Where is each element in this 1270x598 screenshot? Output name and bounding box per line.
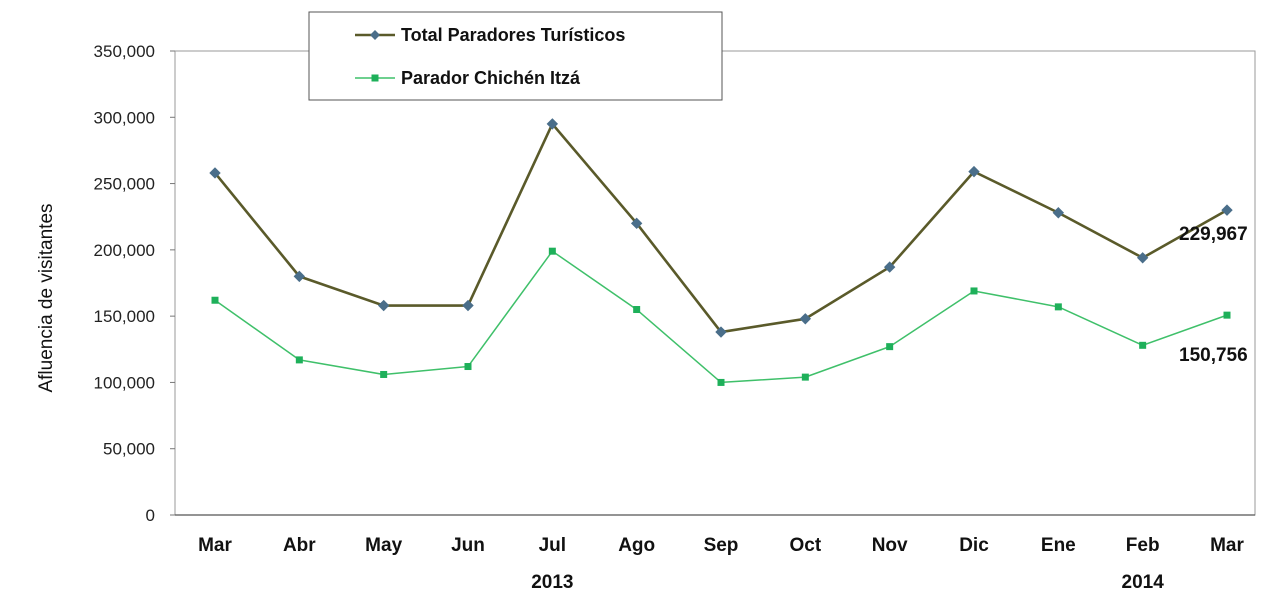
y-tick-label: 50,000 [103, 440, 155, 459]
data-point [1136, 252, 1149, 264]
year-label: 2013 [531, 572, 573, 593]
x-tick-label: Mar [198, 535, 232, 556]
data-point [293, 270, 306, 283]
data-point [1223, 311, 1231, 319]
y-tick-label: 0 [146, 506, 155, 525]
data-point [209, 167, 221, 179]
data-point [970, 287, 978, 295]
data-point [462, 299, 474, 312]
x-tick-label: Ago [618, 535, 655, 556]
data-point [630, 217, 643, 230]
x-tick-label: Jul [539, 535, 566, 556]
data-point [883, 261, 896, 273]
series-layer: 229,967 150,756 [209, 118, 1248, 386]
data-point [799, 313, 812, 325]
series-line [213, 122, 1228, 334]
data-point [1221, 204, 1233, 216]
data-point [548, 247, 556, 255]
legend-marker [371, 74, 379, 82]
data-point [464, 363, 472, 371]
data-point [211, 296, 219, 304]
legend-box [308, 11, 723, 101]
year-label: 2014 [1122, 572, 1165, 593]
data-point [1054, 303, 1062, 311]
series-line [214, 250, 1228, 384]
y-tick-label: 300,000 [94, 108, 155, 127]
x-tick-label: Nov [872, 535, 908, 556]
x-tick-label: Oct [789, 535, 821, 556]
x-tick-label: Jun [451, 535, 485, 556]
y-tick-label: 200,000 [94, 241, 155, 260]
y-tick-label: 250,000 [94, 175, 155, 194]
legend-marker [370, 30, 380, 40]
data-point [1139, 341, 1147, 349]
x-tick-label: Mar [1210, 535, 1244, 556]
x-tick-label: Abr [283, 535, 316, 556]
data-point [1052, 207, 1065, 219]
y-tick-label: 350,000 [94, 42, 155, 61]
legend-label: Total Paradores Turísticos [401, 25, 625, 45]
x-tick-label: Dic [959, 535, 989, 556]
data-point [715, 326, 727, 338]
data-label: 229,967 [1179, 224, 1248, 245]
plot-area-border [174, 50, 1256, 516]
data-label: 150,756 [1179, 345, 1248, 366]
x-tick-label: Feb [1126, 535, 1160, 556]
data-point [295, 356, 303, 364]
data-point [380, 370, 388, 378]
data-point [968, 165, 980, 178]
legend-label: Parador Chichén Itzá [401, 68, 581, 88]
y-tick-label: 100,000 [94, 373, 155, 392]
data-point [801, 373, 809, 381]
data-point [633, 306, 641, 314]
y-axis-label: Afluencia de visitantes [36, 203, 57, 392]
axis-layer: 0 50,000 100,000 150,000 200,000 250,000 300,0… [36, 42, 1256, 593]
data-point [546, 118, 559, 130]
x-tick-label: May [365, 535, 402, 556]
legend: Total Paradores Turísticos Parador Chiché… [308, 11, 723, 101]
data-point [377, 299, 390, 312]
data-point [717, 378, 725, 386]
x-tick-label: Sep [704, 535, 739, 556]
y-tick-label: 150,000 [94, 307, 155, 326]
x-tick-label: Ene [1041, 535, 1076, 556]
data-point [886, 343, 894, 351]
